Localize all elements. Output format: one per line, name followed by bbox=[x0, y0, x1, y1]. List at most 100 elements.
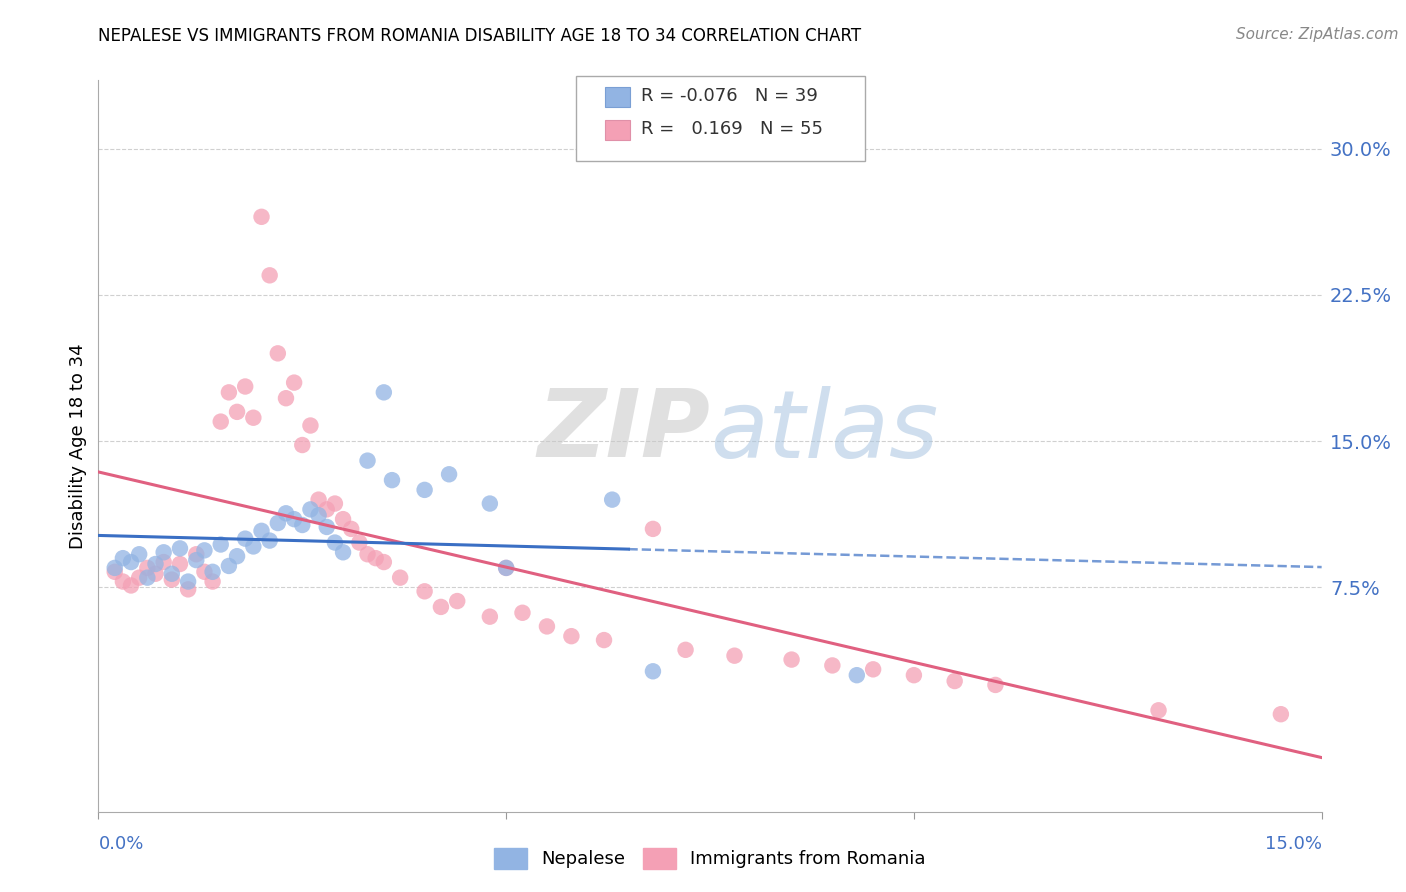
Point bbox=[145, 557, 167, 571]
Point bbox=[218, 558, 240, 573]
Point bbox=[675, 643, 697, 657]
Point bbox=[340, 522, 363, 536]
Point bbox=[332, 512, 354, 526]
Point bbox=[315, 520, 337, 534]
Point bbox=[780, 652, 803, 666]
Point bbox=[903, 668, 925, 682]
Text: Source: ZipAtlas.com: Source: ZipAtlas.com bbox=[1236, 27, 1399, 42]
Text: ZIP: ZIP bbox=[537, 385, 710, 477]
Point bbox=[315, 502, 337, 516]
Point bbox=[274, 391, 297, 405]
Point bbox=[136, 571, 159, 585]
Point bbox=[250, 210, 273, 224]
Point bbox=[723, 648, 745, 663]
Point bbox=[373, 385, 395, 400]
Point bbox=[193, 565, 215, 579]
Point bbox=[259, 533, 281, 548]
Text: NEPALESE VS IMMIGRANTS FROM ROMANIA DISABILITY AGE 18 TO 34 CORRELATION CHART: NEPALESE VS IMMIGRANTS FROM ROMANIA DISA… bbox=[98, 27, 862, 45]
Point bbox=[413, 483, 436, 497]
Text: R =   0.169   N = 55: R = 0.169 N = 55 bbox=[641, 120, 823, 138]
Point bbox=[332, 545, 354, 559]
Point bbox=[600, 492, 623, 507]
Point bbox=[233, 532, 256, 546]
Point bbox=[111, 551, 134, 566]
Point bbox=[201, 574, 224, 589]
Point bbox=[943, 673, 966, 688]
Point bbox=[308, 492, 330, 507]
Point bbox=[160, 573, 183, 587]
Point bbox=[413, 584, 436, 599]
Text: 15.0%: 15.0% bbox=[1264, 835, 1322, 853]
Point bbox=[177, 574, 200, 589]
Point bbox=[478, 609, 501, 624]
Point bbox=[291, 438, 314, 452]
Point bbox=[267, 346, 290, 360]
Point bbox=[364, 551, 387, 566]
Point bbox=[984, 678, 1007, 692]
Point bbox=[152, 545, 174, 559]
Point bbox=[120, 578, 142, 592]
Point bbox=[120, 555, 142, 569]
Point bbox=[356, 547, 378, 561]
Point bbox=[299, 418, 322, 433]
Point bbox=[169, 541, 191, 556]
Point bbox=[536, 619, 558, 633]
Point bbox=[641, 522, 664, 536]
Point bbox=[349, 535, 371, 549]
Point bbox=[593, 633, 616, 648]
Point bbox=[169, 557, 191, 571]
Point bbox=[862, 662, 884, 676]
Point bbox=[389, 571, 412, 585]
Point bbox=[512, 606, 534, 620]
Point bbox=[209, 537, 232, 551]
Point bbox=[226, 405, 249, 419]
Point bbox=[111, 574, 134, 589]
Point bbox=[128, 571, 150, 585]
Point bbox=[308, 508, 330, 523]
Point bbox=[186, 553, 208, 567]
Point bbox=[233, 379, 256, 393]
Point bbox=[242, 410, 264, 425]
Point bbox=[299, 502, 322, 516]
Point bbox=[242, 540, 264, 554]
Point bbox=[446, 594, 468, 608]
Point bbox=[430, 599, 453, 614]
Point bbox=[145, 566, 167, 581]
Text: R = -0.076   N = 39: R = -0.076 N = 39 bbox=[641, 87, 818, 105]
Point bbox=[193, 543, 215, 558]
Point bbox=[104, 565, 127, 579]
Point bbox=[136, 561, 159, 575]
Point bbox=[128, 547, 150, 561]
Point bbox=[478, 497, 501, 511]
Point bbox=[641, 665, 664, 679]
Point bbox=[152, 555, 174, 569]
Point bbox=[381, 473, 404, 487]
Point bbox=[1270, 707, 1292, 722]
Point bbox=[323, 497, 346, 511]
Point bbox=[267, 516, 290, 530]
Point bbox=[274, 506, 297, 520]
Point bbox=[845, 668, 868, 682]
Point bbox=[250, 524, 273, 538]
Point bbox=[356, 453, 378, 467]
Text: 0.0%: 0.0% bbox=[98, 835, 143, 853]
Point bbox=[1147, 703, 1170, 717]
Point bbox=[209, 415, 232, 429]
Point bbox=[495, 561, 517, 575]
Point bbox=[177, 582, 200, 597]
Point bbox=[283, 376, 305, 390]
Point bbox=[218, 385, 240, 400]
Point bbox=[283, 512, 305, 526]
Legend: Nepalese, Immigrants from Romania: Nepalese, Immigrants from Romania bbox=[486, 840, 934, 876]
Point bbox=[291, 518, 314, 533]
Point bbox=[821, 658, 844, 673]
Text: atlas: atlas bbox=[710, 386, 938, 477]
Point bbox=[437, 467, 460, 482]
Point bbox=[373, 555, 395, 569]
Point bbox=[186, 547, 208, 561]
Point bbox=[560, 629, 582, 643]
Point bbox=[201, 565, 224, 579]
Point bbox=[495, 561, 517, 575]
Point bbox=[104, 561, 127, 575]
Point bbox=[226, 549, 249, 564]
